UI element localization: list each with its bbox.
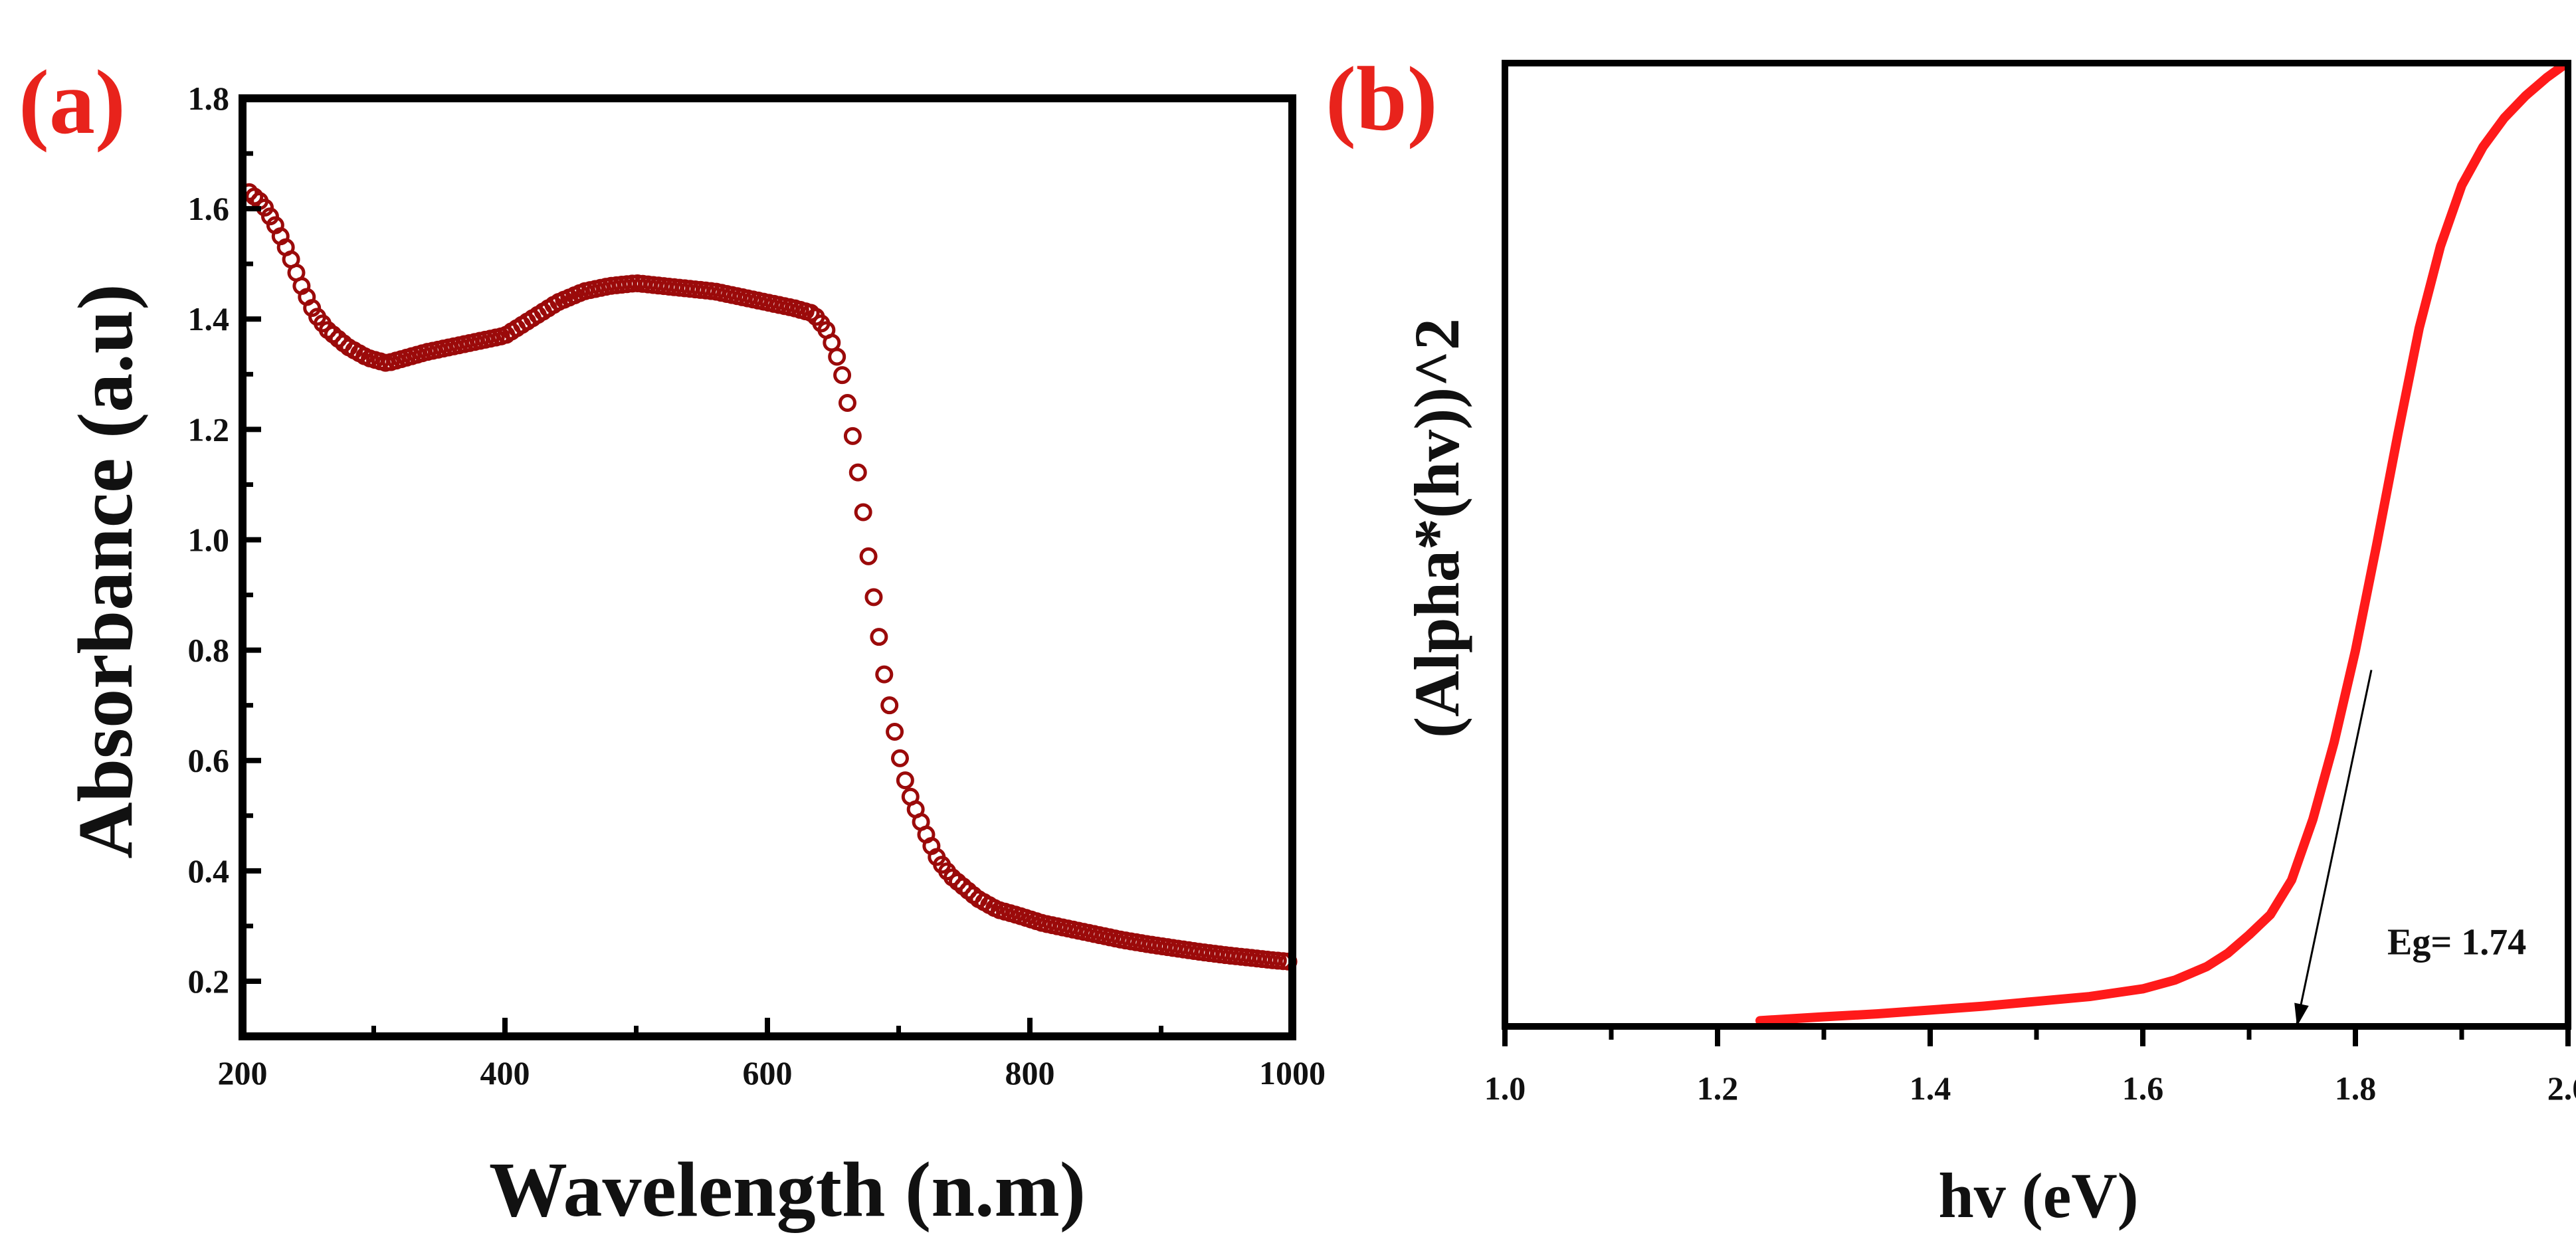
y-tick-label: 1.4 xyxy=(188,300,230,337)
x-tick-label: 400 xyxy=(480,1054,530,1092)
data-marker xyxy=(848,463,867,482)
x-tick-label: 600 xyxy=(743,1054,793,1092)
panel-b-y-axis-title: (Alpha*(hv))^2 xyxy=(1401,318,1472,738)
panel-b-data-curve xyxy=(1755,61,2567,1026)
panel-b-x-axis-title: hv (eV) xyxy=(1938,1160,2138,1231)
y-tick-label: 0.6 xyxy=(188,742,230,779)
x-tick-label: 1.6 xyxy=(2122,1070,2164,1107)
panel-a-absorbance-chart: (a) 200 400 600 800 1000 0.2 0.4 0.6 0.8 1.0 1.2 1.… xyxy=(19,51,1326,1233)
x-tick-label: 800 xyxy=(1005,1054,1055,1092)
panel-a-y-axis-title: Absorbance (a.u) xyxy=(62,284,149,858)
y-tick-label: 1.8 xyxy=(188,80,230,117)
data-marker xyxy=(838,393,856,412)
x-tick-label: 1000 xyxy=(1259,1054,1326,1092)
x-tick-label: 1.8 xyxy=(2335,1070,2377,1107)
data-marker xyxy=(890,749,909,767)
panel-b-tauc-plot: (b) 1.01.21.41.61.82.0 Eg= 1.74 hv (eV) … xyxy=(1326,48,2576,1231)
data-marker xyxy=(854,503,872,522)
x-tick-label: 1.0 xyxy=(1484,1070,1526,1107)
data-marker xyxy=(896,771,914,790)
data-marker xyxy=(833,366,852,385)
x-tick-label: 1.4 xyxy=(1910,1070,1951,1107)
data-marker xyxy=(303,299,322,318)
data-marker xyxy=(859,547,878,565)
data-marker xyxy=(875,665,894,684)
y-tick-label: 1.2 xyxy=(188,411,230,448)
data-marker xyxy=(870,628,888,646)
data-marker xyxy=(886,723,904,741)
data-marker xyxy=(828,347,846,366)
tangent-arrowhead xyxy=(2294,1002,2309,1026)
panel-a-ticks: 200 400 600 800 1000 0.2 0.4 0.6 0.8 1.0 1.2 1.4 1.6… xyxy=(188,80,1326,1092)
bandgap-annotation: Eg= 1.74 xyxy=(2387,921,2526,963)
data-marker xyxy=(864,588,883,607)
y-tick-label: 1.0 xyxy=(188,521,230,558)
panel-b-bandgap-tangent xyxy=(2294,670,2373,1026)
panel-b-plot-frame xyxy=(1502,60,2571,1030)
panel-a-label: (a) xyxy=(19,51,126,153)
data-marker xyxy=(843,427,862,445)
y-tick-label: 0.2 xyxy=(188,963,230,1000)
x-tick-label: 1.2 xyxy=(1697,1070,1739,1107)
panel-a-plot-frame xyxy=(239,94,1296,1040)
data-marker xyxy=(260,207,279,226)
y-tick-label: 0.8 xyxy=(188,632,230,669)
tangent-line xyxy=(2296,670,2373,1024)
panel-a-x-axis-title: Wavelength (n.m) xyxy=(489,1146,1086,1233)
data-marker xyxy=(880,696,899,715)
x-tick-label: 2.0 xyxy=(2547,1070,2576,1107)
y-tick-label: 1.6 xyxy=(188,190,230,227)
panel-a-data-markers xyxy=(240,183,1298,971)
y-tick-label: 0.4 xyxy=(188,852,230,890)
panel-b-ticks: 1.0 1.2 1.4 1.6 1.8 2.0 xyxy=(1484,1026,2576,1107)
x-tick-label: 200 xyxy=(218,1054,268,1092)
panel-b-label: (b) xyxy=(1326,48,1438,149)
